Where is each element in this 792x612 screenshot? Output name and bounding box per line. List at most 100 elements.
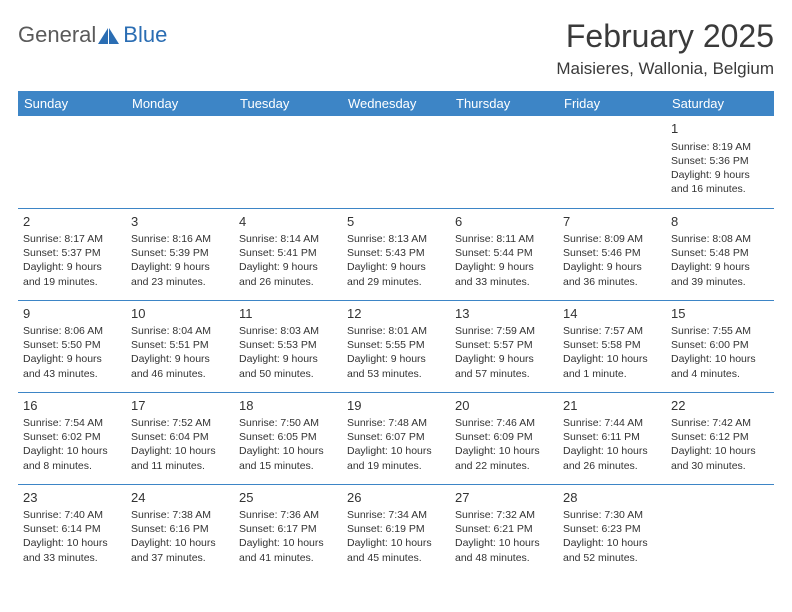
page-title: February 2025 <box>556 18 774 55</box>
day-number: 18 <box>239 397 337 415</box>
sunrise-text: Sunrise: 7:55 AM <box>671 324 769 338</box>
calendar-day-cell: 22Sunrise: 7:42 AMSunset: 6:12 PMDayligh… <box>666 392 774 484</box>
sunrise-text: Sunrise: 7:54 AM <box>23 416 121 430</box>
sunrise-text: Sunrise: 7:52 AM <box>131 416 229 430</box>
daylight-text: Daylight: 9 hours and 43 minutes. <box>23 352 121 380</box>
daylight-text: Daylight: 10 hours and 37 minutes. <box>131 536 229 564</box>
sunset-text: Sunset: 5:57 PM <box>455 338 553 352</box>
calendar-day-cell: 16Sunrise: 7:54 AMSunset: 6:02 PMDayligh… <box>18 392 126 484</box>
logo: General Blue <box>18 18 167 48</box>
calendar-day-cell: 17Sunrise: 7:52 AMSunset: 6:04 PMDayligh… <box>126 392 234 484</box>
sunrise-text: Sunrise: 8:17 AM <box>23 232 121 246</box>
daylight-text: Daylight: 10 hours and 33 minutes. <box>23 536 121 564</box>
calendar-day-cell <box>558 116 666 208</box>
day-number: 25 <box>239 489 337 507</box>
calendar-body: 1Sunrise: 8:19 AMSunset: 5:36 PMDaylight… <box>18 116 774 576</box>
day-header: Friday <box>558 91 666 116</box>
daylight-text: Daylight: 10 hours and 48 minutes. <box>455 536 553 564</box>
sunrise-text: Sunrise: 7:46 AM <box>455 416 553 430</box>
sunset-text: Sunset: 5:53 PM <box>239 338 337 352</box>
daylight-text: Daylight: 9 hours and 33 minutes. <box>455 260 553 288</box>
calendar-day-cell: 14Sunrise: 7:57 AMSunset: 5:58 PMDayligh… <box>558 300 666 392</box>
calendar-week-row: 2Sunrise: 8:17 AMSunset: 5:37 PMDaylight… <box>18 208 774 300</box>
day-number: 26 <box>347 489 445 507</box>
sunset-text: Sunset: 6:04 PM <box>131 430 229 444</box>
calendar-day-cell: 11Sunrise: 8:03 AMSunset: 5:53 PMDayligh… <box>234 300 342 392</box>
daylight-text: Daylight: 10 hours and 26 minutes. <box>563 444 661 472</box>
sunrise-text: Sunrise: 8:13 AM <box>347 232 445 246</box>
calendar-day-cell <box>126 116 234 208</box>
calendar-day-cell: 23Sunrise: 7:40 AMSunset: 6:14 PMDayligh… <box>18 484 126 576</box>
daylight-text: Daylight: 9 hours and 36 minutes. <box>563 260 661 288</box>
day-number: 4 <box>239 213 337 231</box>
day-number: 11 <box>239 305 337 323</box>
calendar-week-row: 1Sunrise: 8:19 AMSunset: 5:36 PMDaylight… <box>18 116 774 208</box>
sunset-text: Sunset: 6:07 PM <box>347 430 445 444</box>
day-number: 14 <box>563 305 661 323</box>
calendar-day-cell: 28Sunrise: 7:30 AMSunset: 6:23 PMDayligh… <box>558 484 666 576</box>
sunset-text: Sunset: 6:11 PM <box>563 430 661 444</box>
sunset-text: Sunset: 5:55 PM <box>347 338 445 352</box>
daylight-text: Daylight: 9 hours and 26 minutes. <box>239 260 337 288</box>
sunset-text: Sunset: 6:23 PM <box>563 522 661 536</box>
day-number: 28 <box>563 489 661 507</box>
daylight-text: Daylight: 9 hours and 46 minutes. <box>131 352 229 380</box>
calendar-table: Sunday Monday Tuesday Wednesday Thursday… <box>18 91 774 576</box>
calendar-day-cell: 21Sunrise: 7:44 AMSunset: 6:11 PMDayligh… <box>558 392 666 484</box>
sunset-text: Sunset: 5:44 PM <box>455 246 553 260</box>
calendar-day-cell <box>18 116 126 208</box>
sunset-text: Sunset: 5:43 PM <box>347 246 445 260</box>
calendar-day-cell: 25Sunrise: 7:36 AMSunset: 6:17 PMDayligh… <box>234 484 342 576</box>
sunrise-text: Sunrise: 7:42 AM <box>671 416 769 430</box>
sunset-text: Sunset: 5:39 PM <box>131 246 229 260</box>
sunset-text: Sunset: 6:02 PM <box>23 430 121 444</box>
sunset-text: Sunset: 5:51 PM <box>131 338 229 352</box>
day-number: 21 <box>563 397 661 415</box>
sunset-text: Sunset: 6:12 PM <box>671 430 769 444</box>
day-number: 6 <box>455 213 553 231</box>
daylight-text: Daylight: 10 hours and 45 minutes. <box>347 536 445 564</box>
daylight-text: Daylight: 10 hours and 22 minutes. <box>455 444 553 472</box>
day-number: 8 <box>671 213 769 231</box>
daylight-text: Daylight: 9 hours and 57 minutes. <box>455 352 553 380</box>
calendar-day-cell <box>342 116 450 208</box>
sunset-text: Sunset: 5:48 PM <box>671 246 769 260</box>
sunrise-text: Sunrise: 7:34 AM <box>347 508 445 522</box>
day-number: 20 <box>455 397 553 415</box>
daylight-text: Daylight: 9 hours and 19 minutes. <box>23 260 121 288</box>
day-number: 3 <box>131 213 229 231</box>
sunset-text: Sunset: 6:17 PM <box>239 522 337 536</box>
day-number: 2 <box>23 213 121 231</box>
day-number: 24 <box>131 489 229 507</box>
sunset-text: Sunset: 5:58 PM <box>563 338 661 352</box>
logo-triangle-icon-2 <box>109 28 119 44</box>
day-number: 10 <box>131 305 229 323</box>
logo-blue-text: Blue <box>123 22 167 48</box>
sunrise-text: Sunrise: 8:04 AM <box>131 324 229 338</box>
calendar-day-cell: 15Sunrise: 7:55 AMSunset: 6:00 PMDayligh… <box>666 300 774 392</box>
calendar-day-cell <box>450 116 558 208</box>
day-number: 27 <box>455 489 553 507</box>
day-number: 1 <box>671 120 769 138</box>
calendar-week-row: 23Sunrise: 7:40 AMSunset: 6:14 PMDayligh… <box>18 484 774 576</box>
sunrise-text: Sunrise: 7:32 AM <box>455 508 553 522</box>
day-number: 23 <box>23 489 121 507</box>
sunrise-text: Sunrise: 8:19 AM <box>671 140 769 154</box>
sunrise-text: Sunrise: 7:38 AM <box>131 508 229 522</box>
day-number: 5 <box>347 213 445 231</box>
calendar-day-cell: 12Sunrise: 8:01 AMSunset: 5:55 PMDayligh… <box>342 300 450 392</box>
calendar-day-cell: 8Sunrise: 8:08 AMSunset: 5:48 PMDaylight… <box>666 208 774 300</box>
day-number: 19 <box>347 397 445 415</box>
calendar-day-cell: 6Sunrise: 8:11 AMSunset: 5:44 PMDaylight… <box>450 208 558 300</box>
day-header-row: Sunday Monday Tuesday Wednesday Thursday… <box>18 91 774 116</box>
calendar-day-cell: 3Sunrise: 8:16 AMSunset: 5:39 PMDaylight… <box>126 208 234 300</box>
calendar-day-cell: 19Sunrise: 7:48 AMSunset: 6:07 PMDayligh… <box>342 392 450 484</box>
daylight-text: Daylight: 10 hours and 41 minutes. <box>239 536 337 564</box>
sunset-text: Sunset: 6:19 PM <box>347 522 445 536</box>
daylight-text: Daylight: 10 hours and 19 minutes. <box>347 444 445 472</box>
calendar-day-cell: 4Sunrise: 8:14 AMSunset: 5:41 PMDaylight… <box>234 208 342 300</box>
sunset-text: Sunset: 6:21 PM <box>455 522 553 536</box>
daylight-text: Daylight: 9 hours and 29 minutes. <box>347 260 445 288</box>
calendar-day-cell: 27Sunrise: 7:32 AMSunset: 6:21 PMDayligh… <box>450 484 558 576</box>
calendar-week-row: 16Sunrise: 7:54 AMSunset: 6:02 PMDayligh… <box>18 392 774 484</box>
